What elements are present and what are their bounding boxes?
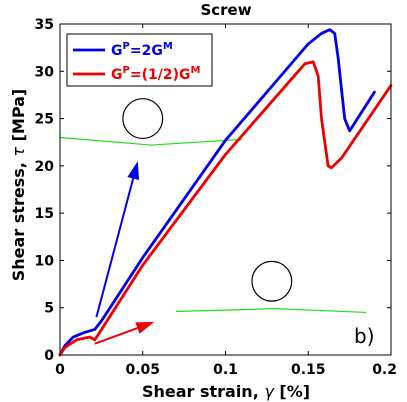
arrow-head-1 [127, 161, 139, 181]
svg-text:Shear stress, τ [MPa]: Shear stress, τ [MPa] [9, 89, 28, 282]
legend-box [66, 33, 213, 87]
x-tick-label: 0.2 [372, 362, 397, 378]
y-tick-label: 20 [35, 159, 55, 175]
x-axis-title: Shear strain, γ [%] [142, 382, 310, 401]
inset-line-2 [175, 308, 367, 314]
y-axis-title: Shear stress, τ [MPa] [9, 89, 28, 282]
arrow-shaft-1 [95, 178, 135, 318]
axis-ticks: 0 5 10 15 20 25 30 35 0 0.05 0.1 0.15 0.2 [35, 17, 397, 378]
plot-area [58, 28, 393, 357]
x-tick-label: 0.05 [125, 362, 160, 378]
y-axis-label-unit: [MPa] [9, 89, 28, 147]
svg-text:Shear strain, γ [%]: Shear strain, γ [%] [142, 382, 310, 401]
inset-circle-2 [251, 260, 293, 302]
y-axis-label-symbol: τ [9, 147, 28, 157]
legend-label-1: GP​=2GM​ [111, 41, 173, 59]
series-line-2 [58, 60, 393, 357]
x-tick-label: 0.1 [213, 362, 238, 378]
y-tick-label: 25 [35, 112, 54, 128]
y-tick-label: 30 [35, 64, 55, 80]
legend: GP​=2GM​ GP​=(1/2)GM​ [66, 33, 213, 87]
x-axis-label-main: Shear strain, [142, 382, 264, 401]
series-line-1 [58, 28, 376, 357]
inset-circle-1 [122, 98, 164, 140]
x-axis-label-symbol: γ [264, 382, 275, 401]
x-axis-label-unit: [%] [274, 382, 310, 401]
y-tick-label: 0 [44, 348, 54, 364]
arrow-head-2 [135, 321, 155, 334]
chart-title: Screw [200, 1, 251, 19]
y-tick-label: 15 [35, 206, 54, 222]
panel-label: b) [354, 324, 375, 348]
y-tick-label: 5 [44, 301, 54, 317]
y-tick-label: 10 [35, 253, 55, 269]
arrow-shaft-2 [94, 327, 138, 345]
y-axis-label-main: Shear stress, [9, 157, 28, 282]
x-tick-label: 0.15 [291, 362, 326, 378]
x-tick-label: 0 [55, 362, 65, 378]
inset-line-1 [59, 136, 243, 146]
y-tick-label: 35 [35, 17, 54, 33]
legend-label-2: GP​=(1/2)GM​ [111, 65, 200, 83]
